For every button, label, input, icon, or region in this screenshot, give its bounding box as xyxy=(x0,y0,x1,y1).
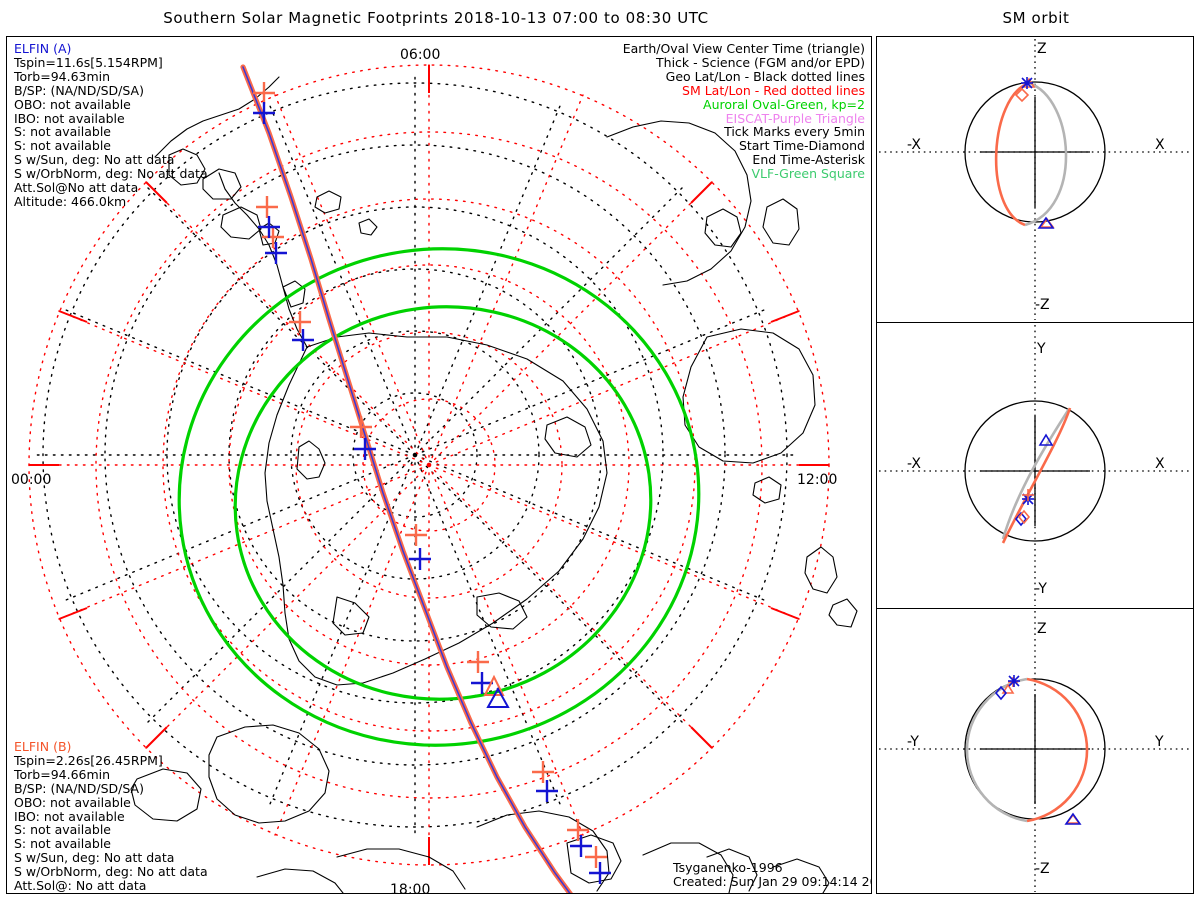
auroral-oval-inner xyxy=(233,305,653,701)
axis-label-z-xz: Z xyxy=(1037,41,1047,57)
orbit-panel-yz[interactable]: -Y Y Z -Z xyxy=(876,608,1194,894)
orbit-svg-yz: -Y Y xyxy=(879,611,1191,892)
elfin-a-line-6: S: not available xyxy=(14,138,111,154)
axis-label-negz-xz: -Z xyxy=(1035,297,1050,313)
orbit-back-xy xyxy=(1001,408,1071,540)
orbit-panel-title: SM orbit xyxy=(1002,9,1070,27)
orbit-svg-xz: -X X xyxy=(879,39,1191,320)
orbit-back-xz xyxy=(1024,81,1068,227)
mlt-label-1200: 12:00 xyxy=(797,472,838,488)
footprint-track[interactable] xyxy=(240,64,577,893)
legend-item-9: VLF-Green Square xyxy=(751,166,865,182)
elfin-b-line-1: Torb=94.66min xyxy=(14,766,111,782)
polar-map-svg xyxy=(28,64,858,893)
elfin-b-line-10: Altitude: 466.2km xyxy=(14,893,208,894)
elfin-a-line-4: IBO: not available xyxy=(14,110,125,126)
elfin-a-line-10: Altitude: 466.0km xyxy=(14,193,127,209)
elfin-b-line-4: IBO: not available xyxy=(14,808,125,824)
orbit-panel-xy[interactable]: -X X Y -Y xyxy=(876,322,1194,608)
legend-item-6: Tick Marks every 5min xyxy=(724,124,865,140)
orbit-front-xz xyxy=(994,81,1030,227)
marker-triangle-outer-yz xyxy=(1001,683,1015,694)
mlt-label-0000: 00:00 xyxy=(11,472,52,488)
boundary-ticks xyxy=(29,65,829,865)
elfin-b-line-8: S w/OrbNorm, deg: No att data xyxy=(14,864,208,880)
elfin-a-line-0: Tspin=11.6s[5.154RPM] xyxy=(14,54,163,70)
elfin-b-line-2: B/SP: (NA/ND/SD/SA) xyxy=(14,780,144,796)
mlt-label-0600: 06:00 xyxy=(400,47,441,63)
model-created: Created: Sun Jan 29 09:14:14 2023 xyxy=(673,874,872,889)
elfin-b-line-7: S w/Sun, deg: No att data xyxy=(14,850,175,866)
orbit-panel-column: -X X Z -Z xyxy=(876,36,1194,894)
map-legend: Earth/Oval View Center Time (triangle) T… xyxy=(623,42,865,181)
svg-text:-Y: -Y xyxy=(907,734,919,750)
elfin-a-info: ELFIN (A) Tspin=11.6s[5.154RPM] Torb=94.… xyxy=(14,42,208,209)
elfin-a-line-8: S w/OrbNorm, deg: No att data xyxy=(14,166,208,182)
elfin-a-line-9: Att.Sol@No att data xyxy=(14,180,139,196)
elfin-a-label: ELFIN (A) xyxy=(14,41,72,56)
marker-triangle-xy xyxy=(1038,433,1054,446)
legend-item-1: Thick - Science (FGM and/or EPD) xyxy=(656,54,865,70)
track-core-a xyxy=(242,66,571,893)
elfin-a-line-3: OBO: not available xyxy=(14,96,131,112)
svg-text:Y: Y xyxy=(1154,734,1164,750)
legend-item-5: EISCAT-Purple Triangle xyxy=(725,110,865,126)
legend-item-3: SM Lat/Lon - Red dotted lines xyxy=(682,82,865,98)
legend-item-2: Geo Lat/Lon - Black dotted lines xyxy=(665,68,865,84)
elfin-a-line-1: Torb=94.63min xyxy=(14,68,111,84)
orbit-back-yz xyxy=(965,677,1028,823)
axis-label-z-yz: Z xyxy=(1037,621,1047,637)
elfin-a-line-5: S: not available xyxy=(14,124,111,140)
svg-text:X: X xyxy=(1155,137,1165,153)
track-outer-a xyxy=(240,64,573,893)
marker-diamond-xz xyxy=(1014,87,1030,103)
auroral-oval-outer xyxy=(177,247,701,747)
marker-triangle-xz xyxy=(1037,216,1055,229)
auroral-oval xyxy=(177,247,701,747)
orbit-panel-xz[interactable]: -X X Z -Z xyxy=(876,36,1194,322)
elfin-b-line-9: Att.Sol@: No att data xyxy=(14,878,147,894)
elfin-b-line-6: S: not available xyxy=(14,836,111,852)
page-title: Southern Solar Magnetic Footprints 2018-… xyxy=(163,9,709,27)
elfin-a-line-7: S w/Sun, deg: No att data xyxy=(14,152,175,168)
legend-item-0: Earth/Oval View Center Time (triangle) xyxy=(622,41,865,56)
mlt-label-1800: 18:00 xyxy=(390,882,431,894)
orbit-front-yz xyxy=(1026,677,1089,823)
center-time-markers xyxy=(483,674,510,708)
marker-diamond-yz xyxy=(994,685,1008,701)
axis-label-negz-yz: -Z xyxy=(1035,861,1050,877)
orbit-svg-xy: -X X xyxy=(879,325,1191,606)
legend-item-8: End Time-Asterisk xyxy=(752,152,865,168)
elfin-b-line-0: Tspin=2.26s[26.45RPM] xyxy=(14,752,163,768)
orbit-front-xy xyxy=(1001,407,1072,544)
legend-item-7: Start Time-Diamond xyxy=(738,138,865,154)
model-name: Tsyganenko-1996 xyxy=(673,860,783,875)
marker-triangle-yz xyxy=(1064,812,1082,825)
legend-item-4: Auroral Oval-Green, kp=2 xyxy=(703,96,865,112)
elfin-b-label: ELFIN (B) xyxy=(14,739,72,754)
model-info: Tsyganenko-1996 Created: Sun Jan 29 09:1… xyxy=(673,860,872,889)
svg-text:X: X xyxy=(1155,456,1165,472)
elfin-b-line-3: OBO: not available xyxy=(14,794,131,810)
elfin-a-line-2: B/SP: (NA/ND/SD/SA) xyxy=(14,82,144,98)
polar-map-panel[interactable]: ELFIN (A) Tspin=11.6s[5.154RPM] Torb=94.… xyxy=(6,36,872,894)
axis-label-y-xy: Y xyxy=(1037,341,1046,357)
axis-label-negy-xy: -Y xyxy=(1035,581,1047,597)
svg-text:-X: -X xyxy=(907,456,921,472)
elfin-b-info: ELFIN (B) Tspin=2.26s[26.45RPM] Torb=94.… xyxy=(14,739,208,894)
svg-text:-X: -X xyxy=(907,137,921,153)
elfin-b-line-5: S: not available xyxy=(14,822,111,838)
marker-diamond-xy xyxy=(1014,511,1028,527)
center-time-triangle-a xyxy=(486,686,510,708)
tick-marks-5min xyxy=(253,82,611,884)
